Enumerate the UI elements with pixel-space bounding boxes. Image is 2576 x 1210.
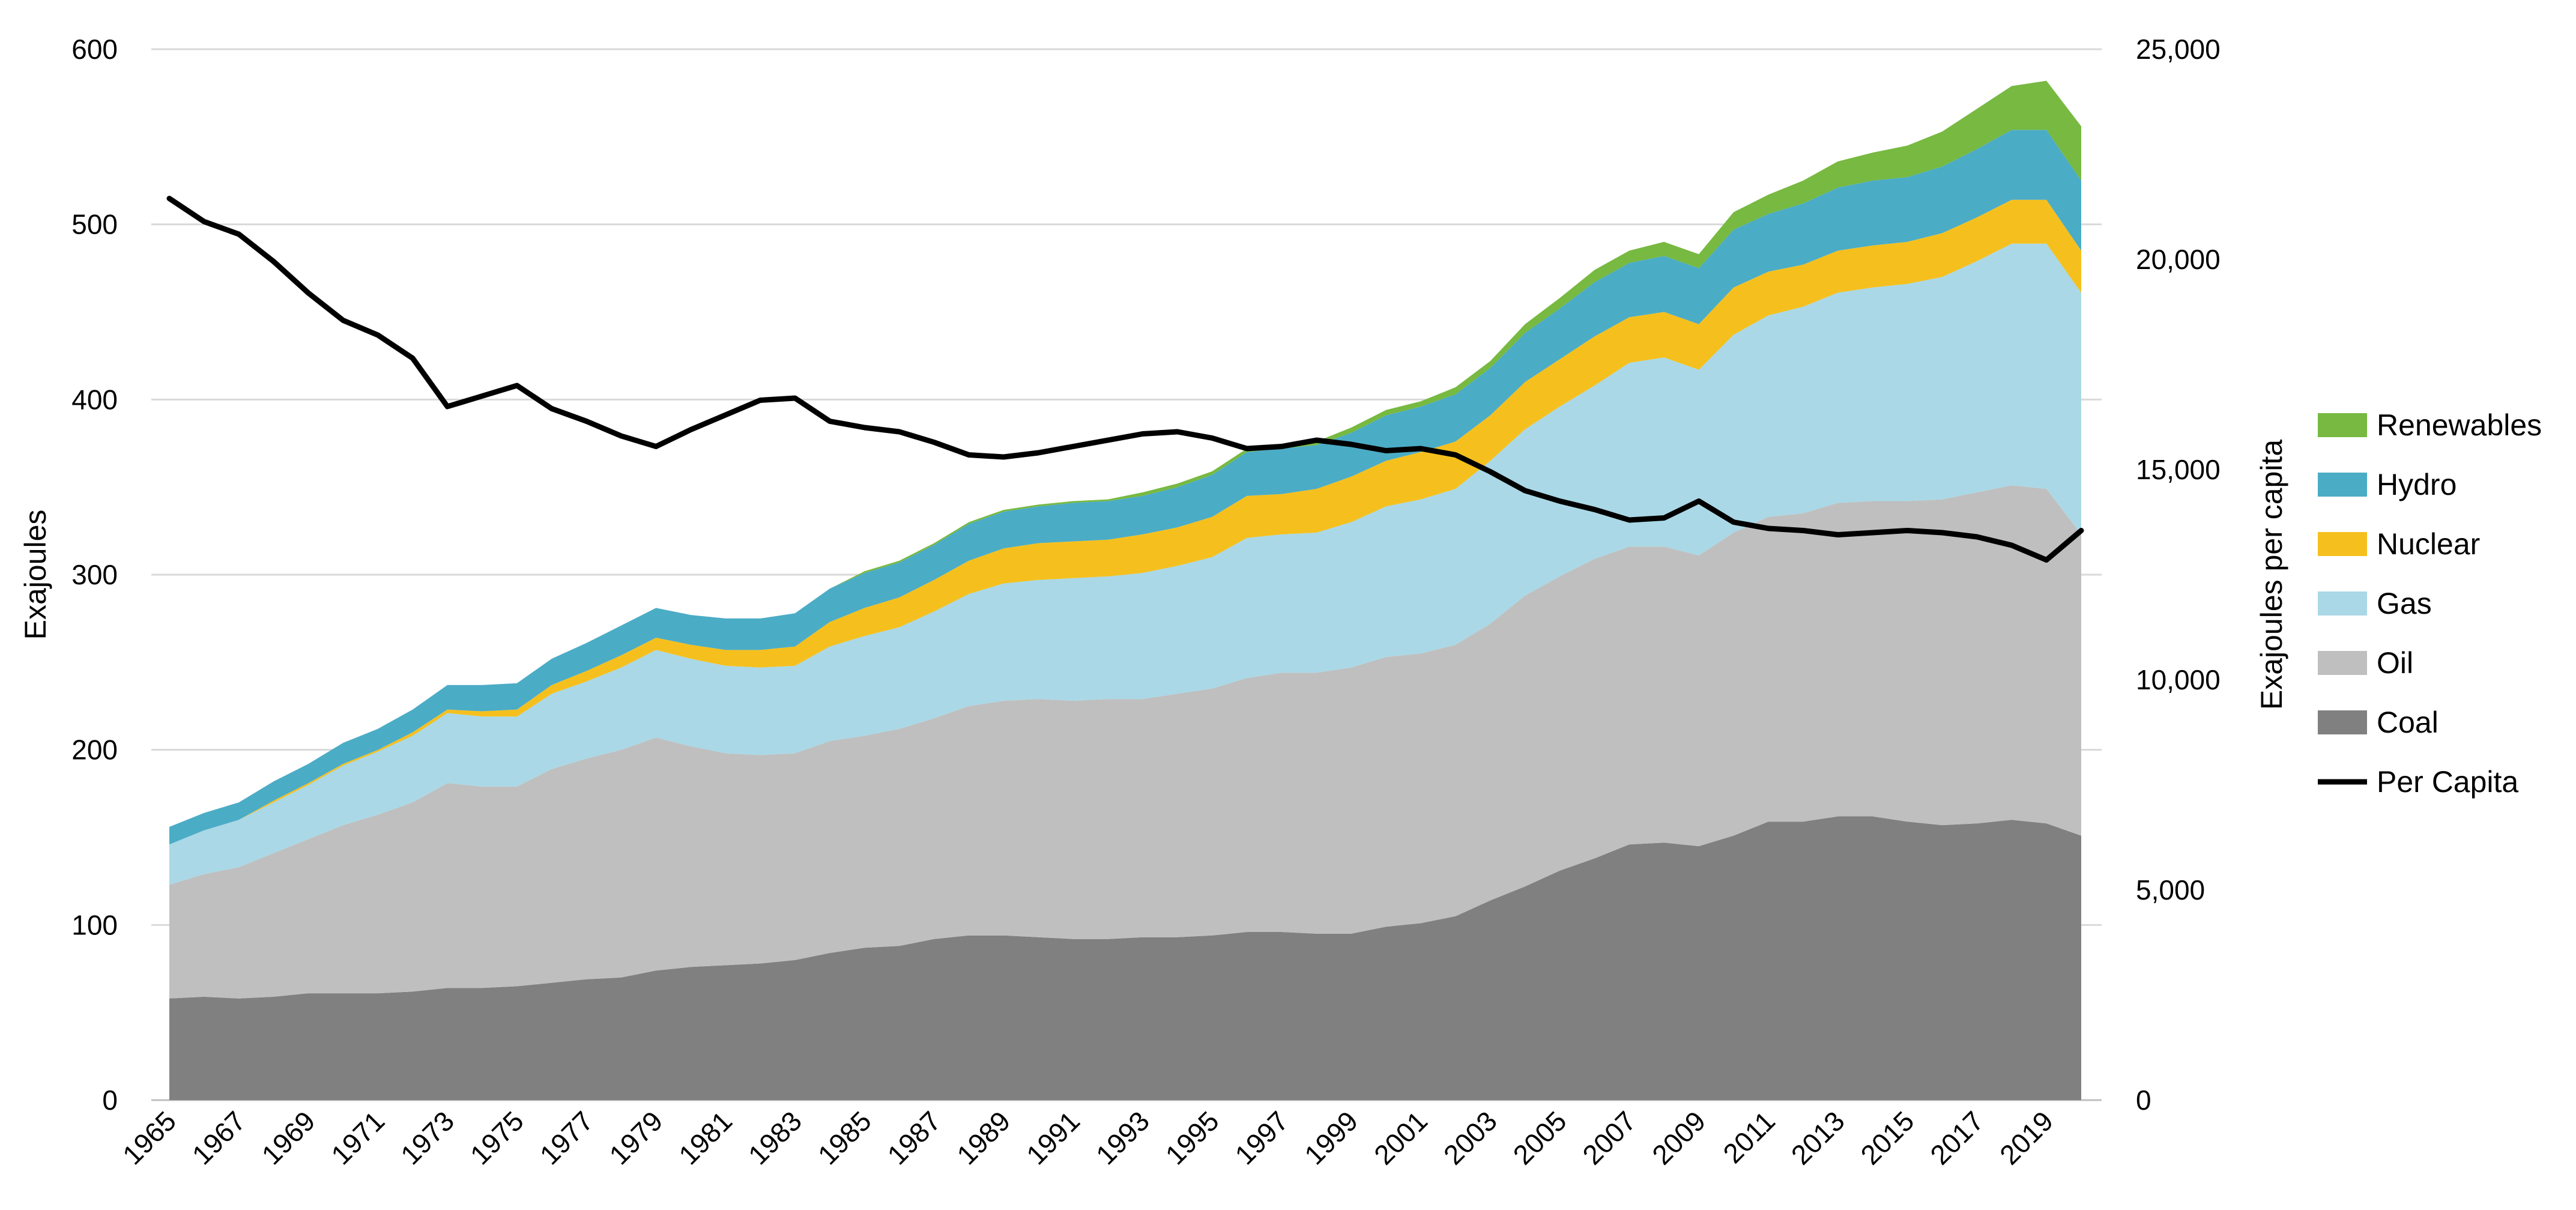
y2-tick-label: 5,000 xyxy=(2136,874,2205,906)
x-tick-label: 1999 xyxy=(1298,1105,1364,1170)
x-tick-label: 2003 xyxy=(1438,1105,1503,1170)
y-tick-label: 300 xyxy=(71,559,118,590)
y-tick-label: 100 xyxy=(71,909,118,940)
x-tick-label: 1977 xyxy=(534,1105,599,1170)
y2-tick-label: 25,000 xyxy=(2136,34,2221,65)
legend-label-renewables: Renewables xyxy=(2377,408,2542,442)
x-tick-label: 2011 xyxy=(1717,1105,1781,1169)
y2-tick-label: 15,000 xyxy=(2136,454,2221,485)
y2-tick-label: 10,000 xyxy=(2136,664,2221,695)
x-tick-label: 2015 xyxy=(1854,1105,1920,1170)
x-tick-label: 1979 xyxy=(603,1105,668,1170)
legend-label-coal: Coal xyxy=(2377,706,2438,739)
y2-tick-label: 0 xyxy=(2136,1084,2151,1116)
line-per-capita xyxy=(166,196,2084,563)
x-tick-label: 1987 xyxy=(881,1105,947,1170)
x-tick-label: 1995 xyxy=(1160,1105,1225,1170)
legend-swatch-oil xyxy=(2318,651,2367,675)
area-coal xyxy=(169,816,2081,1100)
x-tick-label: 1975 xyxy=(464,1105,530,1170)
x-tick-label: 1983 xyxy=(742,1105,808,1170)
y-tick-label: 500 xyxy=(71,209,118,240)
x-tick-label: 1997 xyxy=(1229,1105,1294,1170)
y-tick-label: 200 xyxy=(71,734,118,766)
y-tick-label: 600 xyxy=(71,34,118,65)
x-tick-label: 2013 xyxy=(1785,1105,1851,1170)
x-tick-label: 2005 xyxy=(1507,1105,1573,1170)
legend-label-per-capita: Per Capita xyxy=(2377,765,2518,799)
legend-label-oil: Oil xyxy=(2377,646,2413,680)
x-tick-label: 1967 xyxy=(186,1105,252,1170)
y2-tick-label: 20,000 xyxy=(2136,244,2221,275)
legend-label-nuclear: Nuclear xyxy=(2377,527,2480,561)
x-tick-label: 2001 xyxy=(1368,1105,1433,1170)
x-tick-label: 1969 xyxy=(255,1105,321,1170)
legend-swatch-hydro xyxy=(2318,473,2367,497)
stacked-areas xyxy=(169,80,2081,1100)
area-oil xyxy=(169,485,2081,999)
legend-swatch-renewables xyxy=(2318,413,2367,437)
legend-label-gas: Gas xyxy=(2377,587,2432,620)
area-hydro xyxy=(169,130,2081,845)
x-tick-label: 1965 xyxy=(116,1105,182,1170)
x-tick-label: 1973 xyxy=(395,1105,460,1170)
legend: Renewables Hydro Nuclear Gas Oil Coal Per Capi… xyxy=(2318,408,2542,799)
x-tick-label: 1981 xyxy=(673,1105,738,1170)
legend-swatch-coal xyxy=(2318,710,2367,734)
y-axis-title: Exajoules xyxy=(19,510,52,640)
legend-swatch-nuclear xyxy=(2318,532,2367,556)
area-gas xyxy=(169,243,2081,885)
area-renewables xyxy=(169,80,2081,827)
legend-swatch-gas xyxy=(2318,591,2367,616)
x-tick-label: 1991 xyxy=(1020,1105,1086,1170)
legend-label-hydro: Hydro xyxy=(2377,468,2457,501)
x-tick-label: 2009 xyxy=(1646,1105,1711,1170)
y2-axis-title: Exajoules per capita xyxy=(2255,440,2288,710)
per-capita-line-layer xyxy=(166,196,2084,563)
area-nuclear xyxy=(169,199,2081,845)
x-tick-label: 1993 xyxy=(1090,1105,1155,1170)
y-tick-label: 400 xyxy=(71,384,118,415)
x-tick-label: 2017 xyxy=(1924,1105,1989,1170)
x-tick-label: 1989 xyxy=(951,1105,1016,1170)
y-tick-label: 0 xyxy=(102,1084,118,1116)
x-tick-label: 1985 xyxy=(812,1105,877,1170)
x-tick-label: 1971 xyxy=(325,1105,390,1170)
x-tick-label: 2019 xyxy=(1994,1105,2059,1170)
x-tick-label: 2007 xyxy=(1576,1105,1642,1170)
